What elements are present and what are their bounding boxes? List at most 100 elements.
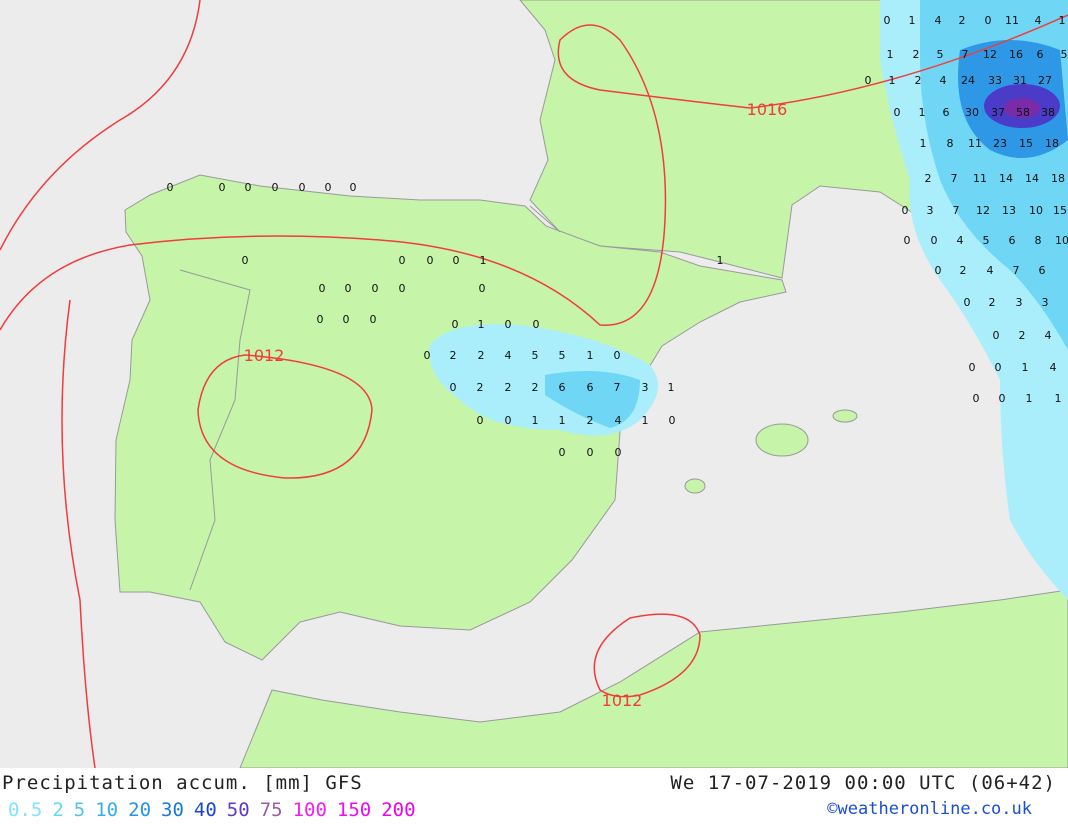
precip-value: 24: [961, 74, 975, 87]
precip-value: 0: [995, 361, 1002, 374]
precip-value: 2: [477, 381, 484, 394]
isobar-1016-west: [0, 0, 201, 251]
legend-item: 20: [128, 799, 152, 821]
precip-value: 2: [913, 48, 920, 61]
legend-item: 10: [95, 799, 119, 821]
precip-value: 7: [951, 172, 958, 185]
precip-value: 0: [587, 446, 594, 459]
precip-value: 4: [935, 14, 942, 27]
precip-value: 2: [925, 172, 932, 185]
precip-value: 11: [968, 137, 982, 150]
precip-value: 0: [345, 282, 352, 295]
precip-value: 1: [668, 381, 675, 394]
precip-value: 6: [1009, 234, 1016, 247]
precip-value: 58: [1016, 106, 1030, 119]
precip-value: 12: [983, 48, 997, 61]
precip-value: 2: [505, 381, 512, 394]
land-menorca: [832, 409, 858, 423]
precip-value: 6: [1037, 48, 1044, 61]
isobar-label: 1012: [602, 691, 643, 710]
legend-item: 30: [161, 799, 184, 821]
precip-value: 4: [505, 349, 512, 362]
forecast-datetime: We 17-07-2019 00:00 UTC (06+42): [670, 772, 1056, 794]
precip-value: 10: [1029, 204, 1043, 217]
precip-value: 14: [999, 172, 1013, 185]
precip-value: 5: [937, 48, 944, 61]
precip-value: 0: [242, 254, 249, 267]
legend-item: 200: [381, 799, 416, 821]
precip-value: 13: [1002, 204, 1016, 217]
precip-value: 0: [479, 282, 486, 295]
precip-value: 5: [532, 349, 539, 362]
precip-value: 0: [450, 381, 457, 394]
precip-value: 0: [245, 181, 252, 194]
precip-value: 0: [505, 318, 512, 331]
precip-value: 0: [453, 254, 460, 267]
precip-value: 0: [935, 264, 942, 277]
precip-value: 3: [927, 204, 934, 217]
precip-value: 0: [904, 234, 911, 247]
border-spain-portugal: [179, 269, 251, 591]
precip-value: 0: [985, 14, 992, 27]
precip-value: 0: [931, 234, 938, 247]
precip-value: 0: [325, 181, 332, 194]
precip-value: 18: [1051, 172, 1065, 185]
precip-value: 1: [889, 74, 896, 87]
map-title: Precipitation accum. [mm] GFS: [2, 772, 363, 794]
precip-value: 1: [920, 137, 927, 150]
precip-value: 0: [319, 282, 326, 295]
isobar-1016-left: [61, 299, 96, 768]
precip-value: 31: [1013, 74, 1027, 87]
precip-value: 0: [559, 446, 566, 459]
precip-value: 1: [480, 254, 487, 267]
precip-value: 0: [343, 313, 350, 326]
precip-value: 2: [478, 349, 485, 362]
border-spain-france: [529, 205, 561, 233]
isobar-1012-africa: [593, 613, 701, 698]
legend-item: 100: [292, 799, 327, 821]
precip-value: 7: [953, 204, 960, 217]
precip-value: 6: [559, 381, 566, 394]
precip-value: 18: [1045, 137, 1059, 150]
precip-value: 6: [587, 381, 594, 394]
precip-value: 3: [1042, 296, 1049, 309]
precipitation-map: 1016 1012 1012 0 1 0 00 2 2 4 5 5 1 00 2 2 2 6 6 7 3 10 0 1 1…: [0, 0, 1068, 768]
precip-value: 0: [370, 313, 377, 326]
precip-value: 0: [884, 14, 891, 27]
precip-value: 16: [1009, 48, 1023, 61]
precip-area-east-peak: [1004, 98, 1040, 118]
precip-value: 14: [1025, 172, 1039, 185]
precip-value: 0: [999, 392, 1006, 405]
precip-value: 5: [559, 349, 566, 362]
legend-item: 150: [336, 799, 372, 821]
precip-value: 3: [1016, 296, 1023, 309]
precip-value: 2: [915, 74, 922, 87]
precip-value: 4: [987, 264, 994, 277]
precip-value: 6: [943, 106, 950, 119]
precip-value: 0: [865, 74, 872, 87]
isobar-1016-north: [0, 14, 1068, 331]
precip-value: 2: [450, 349, 457, 362]
precip-value: 0: [272, 181, 279, 194]
precip-value: 0: [969, 361, 976, 374]
precip-value: 3: [642, 381, 649, 394]
precip-value: 15: [1053, 204, 1067, 217]
precip-value: 11: [1005, 14, 1019, 27]
precip-value: 37: [991, 106, 1005, 119]
precip-value: 10: [1055, 234, 1068, 247]
precip-value: 0: [615, 446, 622, 459]
precip-value: 0: [399, 254, 406, 267]
precip-value: 4: [1035, 14, 1042, 27]
precip-shading: [429, 0, 1068, 600]
precip-value: 1: [642, 414, 649, 427]
precip-value: 0: [350, 181, 357, 194]
precip-value: 4: [940, 74, 947, 87]
credit-link[interactable]: ©weatheronline.co.uk: [827, 799, 1032, 819]
precip-value: 0: [167, 181, 174, 194]
precip-value: 4: [957, 234, 964, 247]
precip-value: 2: [587, 414, 594, 427]
legend-item: 50: [226, 799, 250, 821]
precip-value: 4: [1050, 361, 1057, 374]
precip-value: 0: [669, 414, 676, 427]
